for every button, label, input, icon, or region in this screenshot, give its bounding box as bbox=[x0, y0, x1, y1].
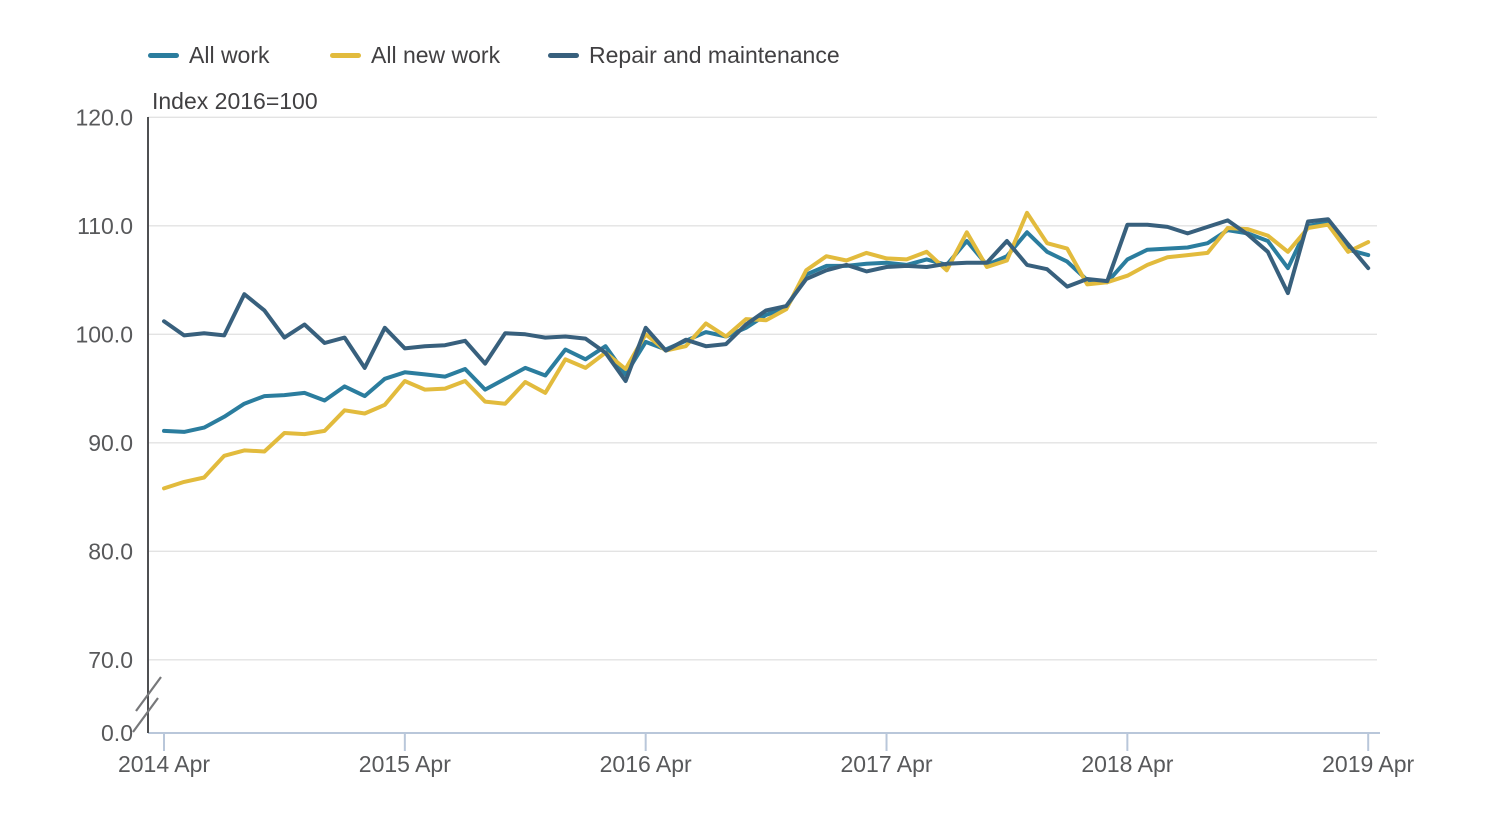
legend-line-swatch-all-work bbox=[148, 52, 179, 58]
legend-line-swatch-repair-maintenance bbox=[548, 52, 579, 58]
series-line-all-new-work bbox=[162, 210, 1371, 491]
y-tick-label: 70.0 bbox=[88, 647, 133, 673]
legend-item-all-new-work: All new work bbox=[330, 42, 500, 68]
y-tick-label: 120.0 bbox=[75, 104, 133, 130]
y-tick-label: 100.0 bbox=[75, 321, 133, 347]
legend-item-all-work: All work bbox=[148, 42, 270, 68]
y-tick-label: 80.0 bbox=[88, 538, 133, 564]
x-tick-label: 2016 Apr bbox=[600, 751, 692, 777]
legend-item-repair-maintenance: Repair and maintenance bbox=[548, 42, 840, 68]
legend-label: Repair and maintenance bbox=[589, 41, 840, 68]
x-tick-label: 2017 Apr bbox=[840, 751, 932, 777]
axis-break-icon bbox=[132, 697, 159, 733]
legend-label: All work bbox=[189, 41, 270, 68]
x-tick-label: 2015 Apr bbox=[359, 751, 451, 777]
y-tick-label: 0.0 bbox=[101, 720, 133, 746]
series-line-all-work bbox=[162, 220, 1371, 434]
x-tick-label: 2019 Apr bbox=[1322, 751, 1414, 777]
legend-line-swatch-all-new-work bbox=[330, 52, 361, 58]
legend-label: All new work bbox=[371, 41, 501, 68]
series-line-repair-and-maintenance bbox=[162, 217, 1371, 383]
x-tick-label: 2014 Apr bbox=[118, 751, 210, 777]
x-tick-label: 2018 Apr bbox=[1081, 751, 1173, 777]
axis-break-icon bbox=[135, 676, 162, 712]
chart-subtitle: Index 2016=100 bbox=[152, 88, 318, 114]
y-tick-label: 90.0 bbox=[88, 430, 133, 456]
y-tick-label: 110.0 bbox=[77, 213, 133, 239]
